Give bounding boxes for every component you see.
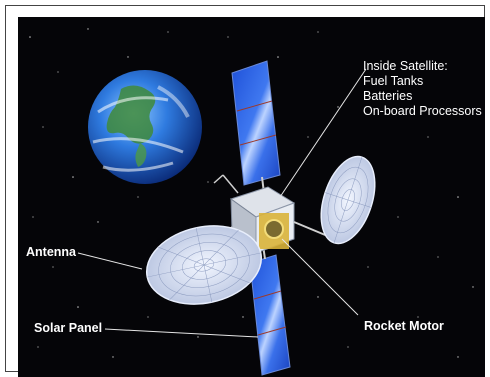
satellite-drawing (29, 28, 474, 376)
satellite-illustration: Inside Satellite: Fuel Tanks Batteries O… (18, 17, 485, 377)
satellite-body (213, 174, 331, 255)
rocket-motor-label: Rocket Motor (364, 319, 444, 333)
solar-panel-label: Solar Panel (34, 321, 103, 335)
antenna-label: Antenna (26, 245, 76, 259)
leader-line-solar-panel (104, 328, 259, 338)
leader-line-antenna (77, 252, 143, 270)
antenna-dish-left (145, 225, 263, 305)
inside-item-processors: On-board Processors (363, 104, 482, 118)
earth-globe (88, 70, 202, 184)
leader-line-inside (279, 68, 367, 198)
upper-solar-panel (231, 60, 281, 194)
inside-item-batteries: Batteries (363, 89, 413, 103)
inside-satellite-callout: Inside Satellite: Fuel Tanks Batteries O… (363, 59, 482, 119)
antenna-dish-right (320, 155, 376, 245)
inside-satellite-title: Inside Satellite: (363, 59, 448, 73)
leader-line-rocket-motor (281, 238, 359, 316)
star-field (29, 28, 474, 368)
leader-lines (77, 68, 367, 338)
inside-item-fuel-tanks: Fuel Tanks (363, 74, 424, 88)
